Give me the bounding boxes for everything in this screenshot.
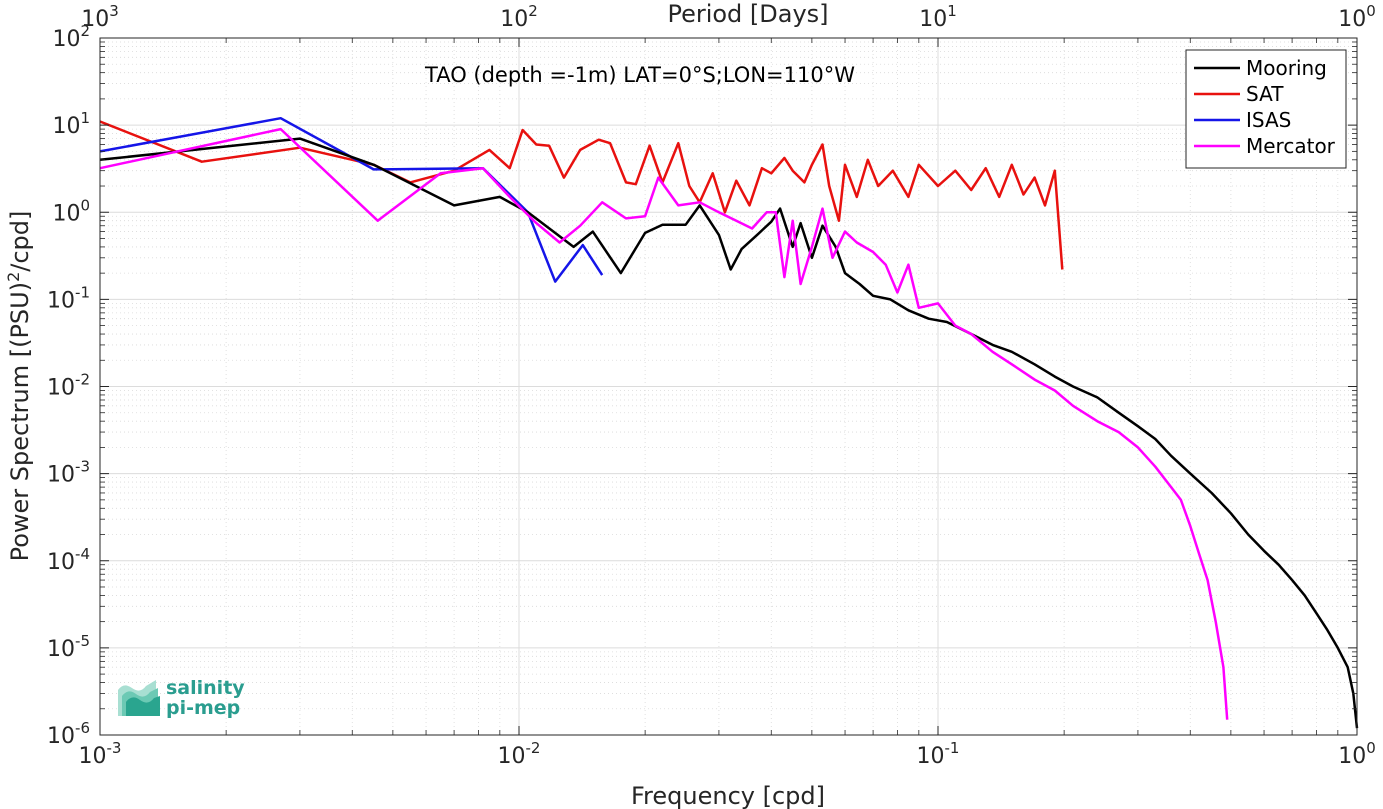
y-tick-base: 10 xyxy=(47,724,75,749)
logo-line-1: salinity xyxy=(166,677,245,699)
y-tick-base: 10 xyxy=(47,376,75,401)
x-tick-base: 10 xyxy=(79,744,107,769)
x-axis-title: Frequency [cpd] xyxy=(631,782,825,809)
y-tick-exponent: -1 xyxy=(75,283,90,301)
x2-tick-label: 100 xyxy=(1338,2,1376,32)
y-tick-exponent: 0 xyxy=(80,196,90,214)
x-tick-label: 10-1 xyxy=(917,739,960,769)
y-tick-exponent: -2 xyxy=(75,371,90,389)
y-tick-label: 100 xyxy=(52,196,90,226)
y-tick-exponent: -6 xyxy=(75,719,90,737)
series-line-sat xyxy=(99,120,1064,270)
y-tick-label: 10-2 xyxy=(47,371,90,401)
y-tick-exponent: -5 xyxy=(75,632,90,650)
x2-tick-base: 10 xyxy=(1338,7,1366,32)
chart-title: TAO (depth =-1m) LAT=0°S;LON=110°W xyxy=(424,63,855,87)
legend-label-mercator: Mercator xyxy=(1246,134,1336,158)
x-tick-exponent: 0 xyxy=(1366,739,1376,757)
x2-tick-exponent: 2 xyxy=(528,2,538,20)
series-line-isas xyxy=(99,116,604,283)
axis-ticks xyxy=(99,37,1358,736)
y-tick-exponent: -3 xyxy=(75,458,90,476)
x2-tick-base: 10 xyxy=(81,7,109,32)
x2-tick-exponent: 0 xyxy=(1366,2,1376,20)
x-tick-exponent: -3 xyxy=(107,739,122,757)
series-line-mooring xyxy=(99,137,1359,729)
legend-box xyxy=(1185,49,1347,169)
y-axis-title: Power Spectrum [(PSU)2/cpd] xyxy=(4,211,34,562)
x2-tick-label: 103 xyxy=(81,2,119,32)
x2-tick-base: 10 xyxy=(500,7,528,32)
y-tick-label: 102 xyxy=(52,22,90,52)
logo-line-2: pi-mep xyxy=(166,697,240,719)
y-tick-base: 10 xyxy=(52,201,80,226)
y-tick-exponent: 1 xyxy=(80,109,90,127)
x2-axis-title: Period [Days] xyxy=(667,0,828,28)
x2-tick-label: 101 xyxy=(919,2,957,32)
y-axis-title-sup: 2 xyxy=(4,272,23,282)
y-tick-label: 101 xyxy=(52,109,90,139)
series-lines xyxy=(99,116,1359,729)
legend-label-mooring: Mooring xyxy=(1246,56,1327,80)
y-axis-title-tail: /cpd] xyxy=(6,211,34,272)
y-tick-base: 10 xyxy=(52,27,80,52)
y-tick-label: 10-6 xyxy=(47,719,90,749)
series-line-mercator xyxy=(99,127,1229,720)
x-tick-exponent: -2 xyxy=(526,739,541,757)
salinity-pi-mep-logo: salinity pi-mep xyxy=(118,677,245,719)
wave-icon xyxy=(118,680,160,716)
x-tick-base: 10 xyxy=(1338,744,1366,769)
y-tick-label: 10-5 xyxy=(47,632,90,662)
x-tick-label: 10-3 xyxy=(79,739,122,769)
y-tick-base: 10 xyxy=(47,637,75,662)
y-tick-label: 10-3 xyxy=(47,458,90,488)
x2-tick-base: 10 xyxy=(919,7,947,32)
y-tick-exponent: -4 xyxy=(75,545,90,563)
x2-tick-label: 102 xyxy=(500,2,538,32)
legend-label-isas: ISAS xyxy=(1246,108,1291,132)
y-axis-title-main: Power Spectrum [(PSU) xyxy=(6,282,34,561)
y-tick-base: 10 xyxy=(47,463,75,488)
legend-label-sat: SAT xyxy=(1246,82,1284,106)
y-tick-base: 10 xyxy=(47,550,75,575)
x-tick-label: 100 xyxy=(1338,739,1376,769)
x2-tick-exponent: 3 xyxy=(109,2,119,20)
y-tick-exponent: 2 xyxy=(80,22,90,40)
x-tick-base: 10 xyxy=(498,744,526,769)
y-tick-label: 10-4 xyxy=(47,545,90,575)
x-tick-base: 10 xyxy=(917,744,945,769)
x-tick-exponent: -1 xyxy=(945,739,960,757)
x2-tick-exponent: 1 xyxy=(947,2,957,20)
y-tick-label: 10-1 xyxy=(47,283,90,313)
y-tick-base: 10 xyxy=(52,114,80,139)
x-tick-label: 10-2 xyxy=(498,739,541,769)
y-tick-base: 10 xyxy=(47,288,75,313)
